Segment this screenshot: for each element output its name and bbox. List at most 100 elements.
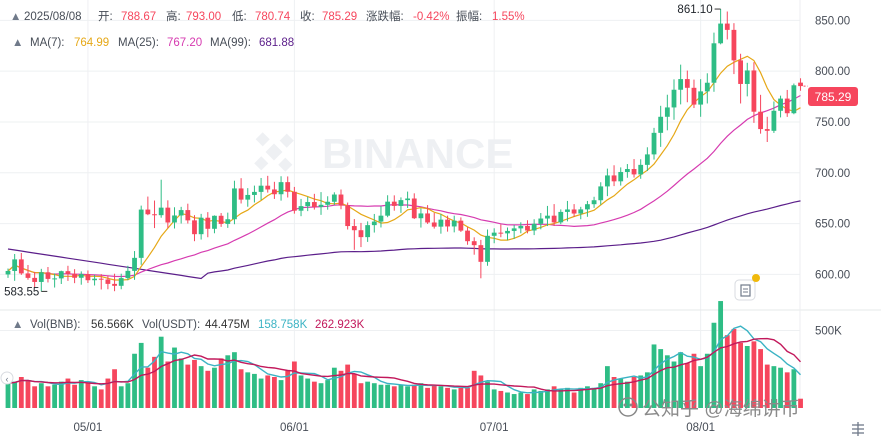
candle-body (751, 70, 757, 112)
volume-bar (605, 366, 610, 408)
current-price-text: 785.29 (815, 90, 852, 104)
open-label: 开: (98, 11, 113, 23)
attribution-text: 公知乎 @海绵讲币 (642, 398, 800, 420)
volume-bar (658, 349, 664, 408)
vol-bnb-value: 56.566K (91, 319, 134, 331)
candle-body (511, 228, 517, 231)
volume-bar (365, 381, 371, 408)
settings-icon[interactable] (852, 422, 864, 436)
amplitude-label: 振幅: (456, 9, 482, 23)
candle-body (791, 85, 797, 114)
candle-body (265, 185, 271, 190)
candle-body (345, 205, 351, 227)
volume-bar (551, 386, 557, 408)
volume-bar (724, 335, 730, 408)
volume-bar (531, 389, 537, 408)
candle-body (744, 70, 750, 84)
volume-bar (704, 353, 710, 408)
low-value: 780.74 (255, 11, 291, 23)
volume-bar (385, 384, 391, 408)
candle-body (278, 182, 284, 195)
candle-body (78, 274, 84, 278)
volume-bar (78, 380, 84, 408)
volume-bar (232, 352, 237, 408)
volume-bar (112, 369, 117, 408)
vol-legend-arrow[interactable]: ▲ (12, 319, 23, 331)
volume-bar (465, 387, 470, 408)
candle-body (758, 111, 763, 130)
volume-bar (198, 366, 204, 408)
high-annotation: 861.10 (677, 4, 712, 16)
volume-bar (252, 373, 257, 408)
volume-bar (125, 383, 131, 408)
volume-bar (5, 383, 11, 408)
volume-bar (784, 372, 790, 408)
candle-body (731, 29, 737, 61)
price-tick-label: 850.00 (815, 15, 850, 27)
ma25-value: 767.20 (167, 37, 202, 49)
price-tick-label: 650.00 (815, 219, 850, 231)
ma7-value: 764.99 (74, 37, 109, 49)
volume-bar (178, 358, 184, 408)
volume-bar (684, 363, 690, 408)
volume-bar (165, 361, 171, 408)
volume-bar (798, 398, 803, 408)
candle-body (225, 219, 231, 224)
volume-bar (758, 349, 763, 408)
candle-body (445, 219, 450, 227)
volume-bar (371, 383, 377, 408)
x-tick-label: 06/01 (280, 422, 309, 434)
volume-bar (132, 353, 137, 408)
candle-body (485, 235, 490, 262)
candle-body (5, 270, 11, 275)
candle-body (232, 188, 237, 220)
candle-body (92, 278, 97, 281)
x-tick-label: 05/01 (74, 422, 103, 434)
volume-bar (525, 394, 530, 408)
annotations: 861.10 583.55 (4, 4, 808, 298)
candle-body (671, 89, 677, 108)
volume-ma1-line (7, 325, 802, 394)
candle-body (698, 91, 704, 105)
high-value: 793.00 (186, 11, 221, 23)
legend-arrow[interactable]: ▲ (10, 11, 21, 23)
scroll-left-button[interactable]: ‹ (0, 371, 14, 385)
vol-usdt-value: 44.475M (205, 319, 250, 331)
volume-bar (711, 322, 717, 408)
ma99-value: 681.88 (259, 37, 294, 49)
candle-body (571, 209, 577, 214)
volume-bar (718, 301, 724, 408)
candle-body (658, 116, 664, 133)
volume-bar (471, 370, 477, 408)
volume-bar (425, 387, 430, 408)
vol-ma1-value: 158.758K (258, 319, 308, 331)
candle-body (458, 220, 464, 231)
volume-bar (578, 387, 584, 408)
volume-bar (12, 381, 18, 408)
candle-body (518, 225, 524, 229)
ma99-label: MA(99): (210, 37, 251, 49)
volume-bar (485, 381, 490, 408)
volume-bar (185, 364, 191, 408)
candle-body (58, 271, 64, 279)
candle-body (525, 225, 530, 231)
candle-body (378, 215, 384, 222)
volume-bar (538, 390, 544, 408)
candle-body (724, 23, 730, 30)
candle-body (471, 241, 477, 246)
x-tick-label: 07/01 (480, 422, 509, 434)
candle-body (624, 169, 630, 172)
candle-body (431, 222, 437, 227)
ma-legend-arrow[interactable]: ▲ (12, 37, 23, 49)
candle-body (272, 189, 277, 195)
candle-body (72, 273, 77, 278)
volume-bar (105, 378, 111, 408)
volume-bar (278, 380, 284, 408)
candle-body (538, 218, 544, 224)
candle-body (798, 82, 803, 87)
candle-body (505, 230, 510, 234)
volume-bar (298, 375, 304, 408)
candle-body (132, 257, 137, 271)
notes-icon[interactable] (734, 274, 760, 301)
